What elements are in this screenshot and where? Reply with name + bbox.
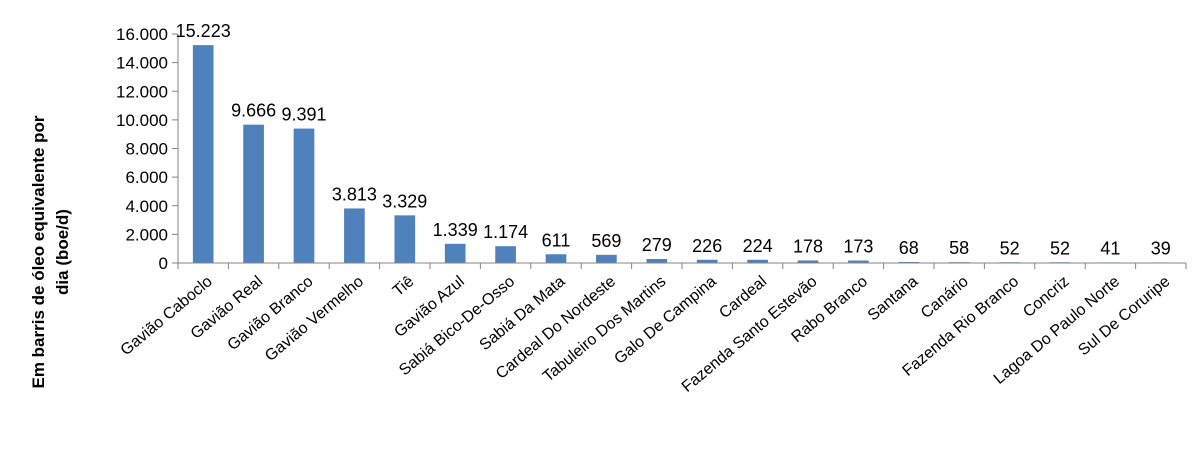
data-label: 52 bbox=[1050, 238, 1070, 258]
data-label: 3.329 bbox=[382, 191, 427, 211]
bar bbox=[797, 260, 819, 263]
category-label: Santana bbox=[865, 273, 922, 324]
data-label: 279 bbox=[642, 235, 672, 255]
y-axis-ticks: 0 2.000 4.000 6.000 8.000 10.000 12.000 14.000 1… bbox=[116, 25, 179, 273]
y-tick-label: 6.000 bbox=[125, 168, 168, 187]
data-label: 9.391 bbox=[281, 105, 326, 125]
data-label: 173 bbox=[843, 237, 873, 257]
y-axis-label: Em barris de óleo equivalente por dia (b… bbox=[29, 115, 72, 388]
data-label: 58 bbox=[949, 238, 969, 258]
y-tick-label: 14.000 bbox=[116, 54, 168, 73]
y-axis-label-line-2: dia (boe/d) bbox=[53, 209, 72, 295]
bars bbox=[192, 45, 1172, 264]
data-label: 9.666 bbox=[231, 101, 276, 121]
bar bbox=[848, 260, 869, 263]
y-tick-label: 10.000 bbox=[116, 111, 168, 130]
y-tick-label: 16.000 bbox=[116, 25, 168, 44]
y-tick-label: 8.000 bbox=[125, 140, 168, 159]
data-label: 3.813 bbox=[332, 184, 377, 204]
bar bbox=[696, 259, 718, 263]
data-label: 1.174 bbox=[483, 222, 528, 242]
data-label: 1.339 bbox=[433, 220, 478, 240]
y-tick-label: 12.000 bbox=[116, 82, 168, 101]
data-label: 15.223 bbox=[176, 21, 231, 41]
bar bbox=[444, 243, 466, 263]
x-axis bbox=[177, 262, 1187, 269]
y-tick-label: 0 bbox=[159, 254, 168, 273]
data-label: 569 bbox=[591, 231, 621, 251]
y-tick-label: 2.000 bbox=[125, 225, 168, 244]
bar bbox=[646, 259, 668, 263]
data-label: 224 bbox=[743, 236, 773, 256]
category-label: Gavião Caboclo bbox=[118, 273, 216, 359]
category-label: Tiê bbox=[390, 273, 418, 300]
y-axis-label-line-1: Em barris de óleo equivalente por bbox=[29, 115, 48, 388]
bar bbox=[293, 128, 315, 263]
bar bbox=[344, 208, 365, 263]
data-label: 41 bbox=[1100, 238, 1120, 258]
category-label: Gavião Branco bbox=[225, 273, 317, 354]
bar bbox=[747, 259, 768, 263]
category-label: Sabiá Da Mata bbox=[477, 273, 569, 354]
bar bbox=[545, 254, 567, 263]
data-label: 39 bbox=[1151, 238, 1171, 258]
bar bbox=[243, 124, 264, 264]
bar bbox=[192, 45, 214, 263]
data-label: 68 bbox=[899, 238, 919, 258]
data-label: 226 bbox=[692, 236, 722, 256]
data-labels: 15.223 9.666 9.391 3.813 3.329 1.339 1.174 611 5… bbox=[176, 21, 1171, 258]
bar bbox=[596, 254, 617, 263]
data-label: 52 bbox=[1000, 238, 1020, 258]
bar bbox=[495, 246, 516, 263]
y-tick-label: 4.000 bbox=[125, 197, 168, 216]
bar bbox=[394, 215, 416, 263]
data-label: 611 bbox=[542, 230, 571, 250]
category-label: Sul De Coruripe bbox=[1075, 273, 1173, 359]
data-label: 178 bbox=[793, 236, 823, 256]
